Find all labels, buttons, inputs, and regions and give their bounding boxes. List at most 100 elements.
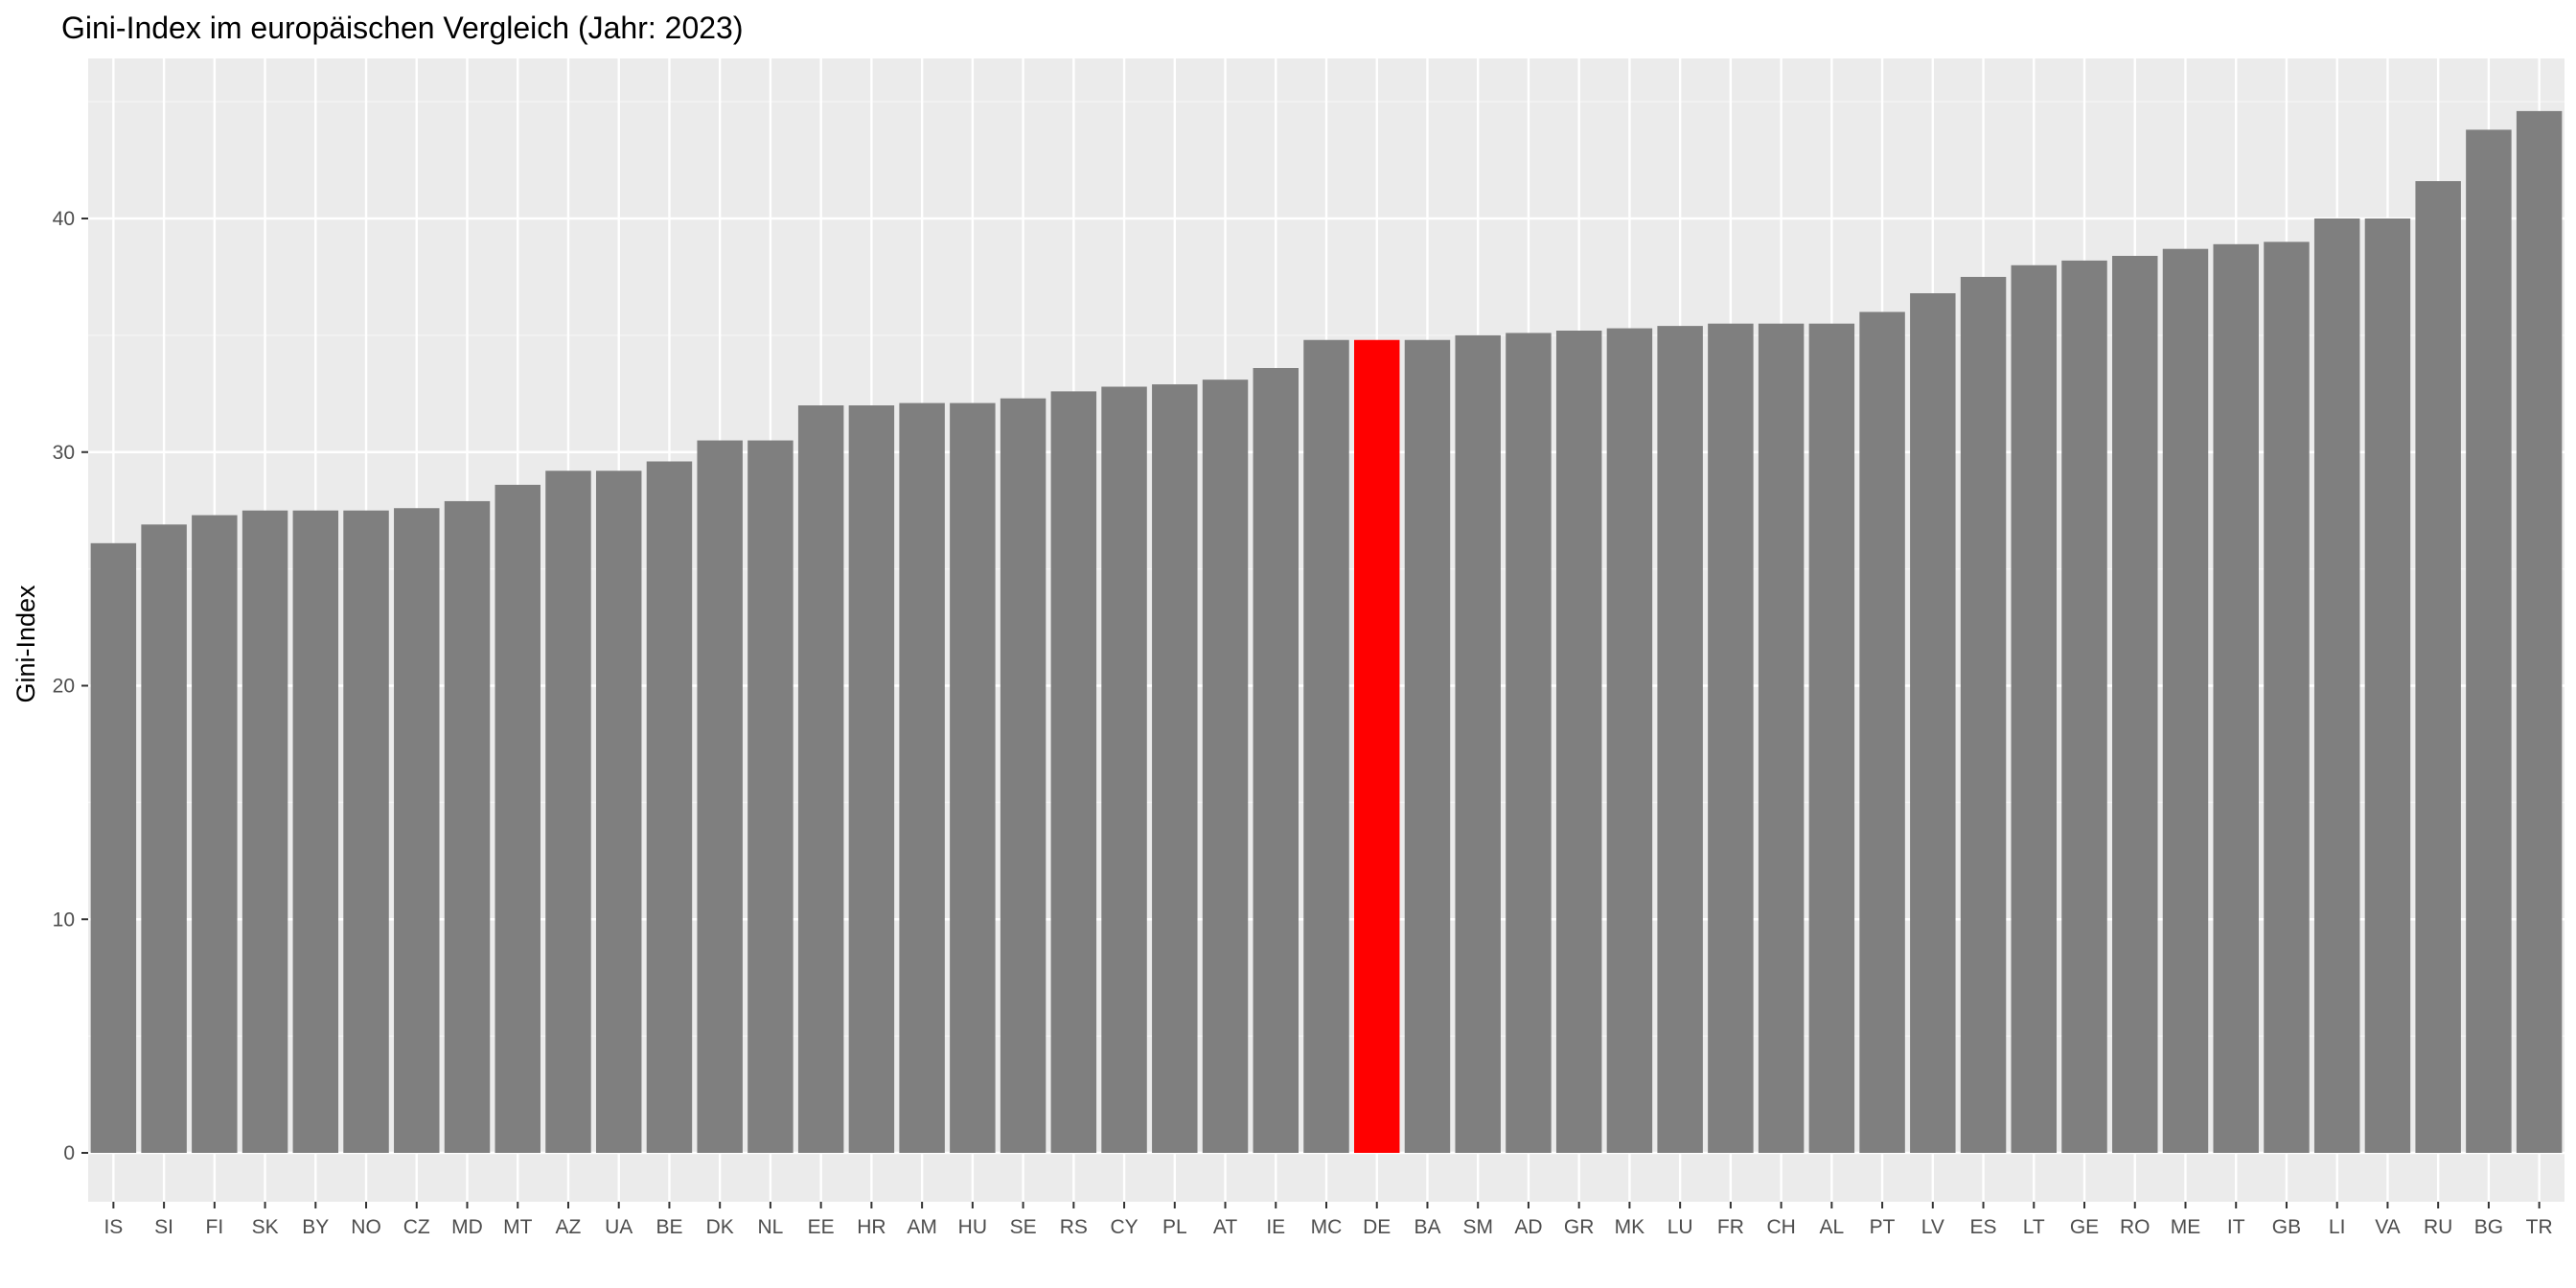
x-tick-label-me: ME [2171,1216,2201,1238]
bar-rs [1050,391,1097,1153]
x-tick-label-ru: RU [2424,1216,2452,1238]
x-tick-label-mt: MT [503,1216,532,1238]
x-tick-label-sk: SK [252,1216,279,1238]
y-tick-label: 20 [53,676,75,698]
x-tick-label-tr: TR [2526,1216,2553,1238]
bar-si [141,524,187,1153]
y-axis-label: Gini-Index [12,585,40,703]
bar-ee [797,405,844,1153]
bar-fi [192,515,238,1153]
x-tick-label-gb: GB [2272,1216,2301,1238]
bar-hr [848,405,895,1153]
x-tick-label-sm: SM [1462,1216,1493,1238]
x-tick-label-de: DE [1363,1216,1391,1238]
x-tick-label-hr: HR [857,1216,886,1238]
x-tick-label-lu: LU [1668,1216,1693,1238]
x-tick-label-ge: GE [2070,1216,2099,1238]
bar-at [1202,380,1249,1153]
bar-al [1808,323,1855,1153]
y-tick-label: 10 [53,908,75,931]
x-tick-label-az: AZ [556,1216,582,1238]
y-tick-label: 40 [53,208,75,230]
bar-ro [2112,256,2158,1153]
x-tick-label-li: LI [2329,1216,2346,1238]
x-tick-label-fr: FR [1717,1216,1744,1238]
y-tick-label: 30 [53,442,75,464]
bar-ua [595,471,642,1153]
x-tick-label-mc: MC [1311,1216,1343,1238]
x-tick-label-gr: GR [1564,1216,1595,1238]
bar-ge [2061,260,2107,1153]
x-tick-label-ee: EE [808,1216,835,1238]
x-tick-label-pl: PL [1162,1216,1187,1238]
x-tick-label-se: SE [1010,1216,1037,1238]
x-tick-label-ie: IE [1266,1216,1285,1238]
x-tick-label-md: MD [451,1216,483,1238]
x-tick-label-lt: LT [2023,1216,2045,1238]
bar-fr [1708,323,1754,1153]
x-tick-label-si: SI [154,1216,173,1238]
bar-no [343,510,389,1153]
x-axis: IS SI FI SK BY NO CZ MD MT AZ UA BE DK NL EE HR AM HU SE RS… [104,1202,2553,1238]
bar-pl [1152,384,1198,1153]
x-tick-label-by: BY [302,1216,329,1238]
bar-va [2364,218,2411,1153]
bar-mc [1303,339,1349,1153]
x-tick-label-es: ES [1970,1216,1997,1238]
bar-ch [1758,323,1805,1153]
bar-mk [1606,328,1653,1153]
bar-tr [2516,110,2563,1153]
bar-dk [697,440,743,1153]
x-tick-label-ua: UA [605,1216,632,1238]
x-tick-label-ad: AD [1514,1216,1542,1238]
bar-li [2313,218,2360,1153]
x-tick-label-be: BE [656,1216,682,1238]
bar-md [444,500,491,1153]
x-tick-label-al: AL [1820,1216,1845,1238]
bar-sk [242,510,288,1153]
bar-cy [1101,386,1147,1153]
chart-title: Gini-Index im europäischen Vergleich (Ja… [61,11,743,45]
x-tick-label-fi: FI [206,1216,224,1238]
x-tick-label-hu: HU [958,1216,987,1238]
bar-az [545,471,591,1153]
bar-ie [1253,368,1299,1153]
bar-am [899,402,945,1153]
x-tick-label-ro: RO [2120,1216,2150,1238]
bar-mt [494,484,540,1153]
bar-by [292,510,339,1153]
bar-lv [1910,293,1956,1153]
y-axis: 0 10 20 30 40 [53,208,88,1164]
x-tick-label-bg: BG [2474,1216,2503,1238]
x-tick-label-rs: RS [1060,1216,1088,1238]
bar-be [646,461,693,1153]
x-tick-label-ch: CH [1766,1216,1795,1238]
bar-nl [748,440,794,1153]
bar-bg [2466,129,2512,1153]
x-tick-label-nl: NL [757,1216,783,1238]
x-tick-label-cz: CZ [403,1216,430,1238]
bar-pt [1859,311,1905,1153]
bar-ru [2415,181,2461,1153]
bar-gr [1555,331,1602,1153]
bar-lu [1657,326,1703,1153]
x-tick-label-no: NO [351,1216,381,1238]
bar-sm [1455,334,1501,1153]
bar-me [2162,248,2209,1153]
bar-es [1960,276,2007,1153]
x-tick-label-cy: CY [1110,1216,1138,1238]
bar-de [1354,339,1400,1153]
bar-ba [1404,339,1451,1153]
x-tick-label-lv: LV [1921,1216,1944,1238]
bar-lt [2011,264,2058,1153]
x-tick-label-am: AM [907,1216,937,1238]
x-tick-label-mk: MK [1615,1216,1645,1238]
bar-ad [1506,333,1552,1153]
x-tick-label-ba: BA [1414,1216,1440,1238]
x-tick-label-dk: DK [706,1216,734,1238]
bars [90,110,2563,1153]
x-tick-label-it: IT [2227,1216,2245,1238]
x-tick-label-pt: PT [1870,1216,1896,1238]
